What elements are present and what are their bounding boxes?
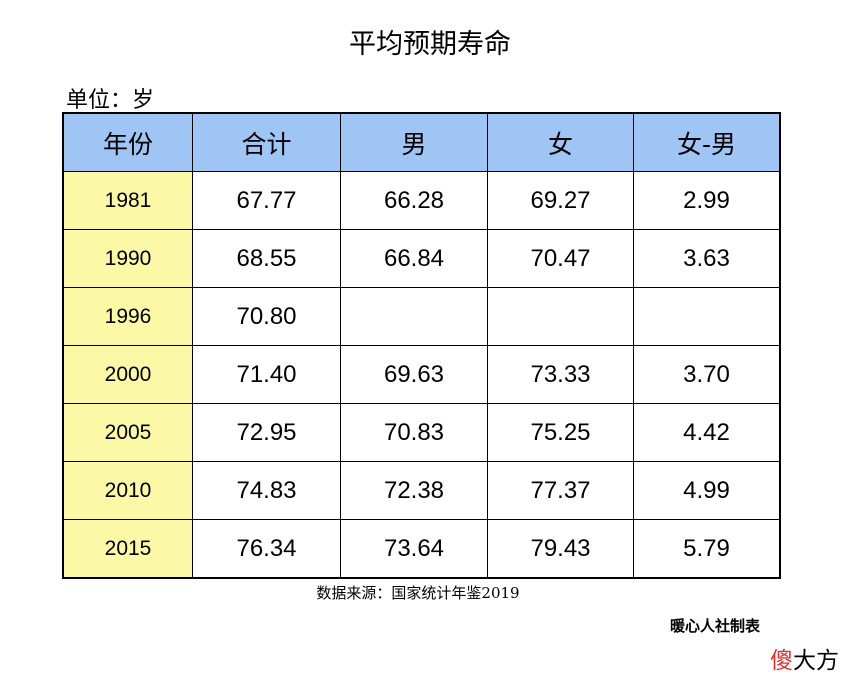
column-header: 女-男 — [633, 112, 781, 172]
value-cell: 79.43 — [487, 519, 634, 579]
value-cell: 4.42 — [633, 403, 781, 462]
value-cell: 69.27 — [487, 171, 634, 230]
column-header: 女 — [487, 112, 634, 172]
value-cell: 71.40 — [192, 345, 341, 404]
value-cell: 2.99 — [633, 171, 781, 230]
value-cell: 66.28 — [340, 171, 488, 230]
table-row: 2015 76.34 73.64 79.43 5.79 — [62, 519, 781, 579]
source-note: 数据来源：国家统计年鉴2019 — [316, 584, 520, 602]
watermark: 傻大方 — [770, 641, 839, 675]
value-cell: 73.64 — [340, 519, 488, 579]
table-row: 1996 70.80 — [62, 287, 781, 346]
column-header: 合计 — [192, 112, 341, 172]
year-cell: 1996 — [62, 287, 193, 346]
credit: 暖心人社制表 — [670, 617, 761, 635]
value-cell: 5.79 — [633, 519, 781, 579]
year-cell: 2010 — [62, 461, 193, 520]
value-cell: 67.77 — [192, 171, 341, 230]
year-cell: 2005 — [62, 403, 193, 462]
title: 平均预期寿命 — [349, 29, 511, 60]
value-cell — [487, 287, 634, 346]
value-cell: 72.95 — [192, 403, 341, 462]
value-cell: 76.34 — [192, 519, 341, 579]
value-cell: 69.63 — [340, 345, 488, 404]
value-cell: 70.83 — [340, 403, 488, 462]
value-cell: 68.55 — [192, 229, 341, 288]
table-row: 2005 72.95 70.83 75.25 4.42 — [62, 403, 781, 462]
value-cell: 3.70 — [633, 345, 781, 404]
value-cell: 70.80 — [192, 287, 341, 346]
year-cell: 1990 — [62, 229, 193, 288]
year-cell: 1981 — [62, 171, 193, 230]
table-row: 2010 74.83 72.38 77.37 4.99 — [62, 461, 781, 520]
value-cell: 74.83 — [192, 461, 341, 520]
watermark-part: 大方 — [793, 648, 839, 674]
column-header: 男 — [340, 112, 488, 172]
watermark-part: 傻 — [770, 648, 793, 674]
unit-label: 单位：岁 — [66, 88, 155, 113]
value-cell: 66.84 — [340, 229, 488, 288]
table: 年份 合计男女女-男 1981 67.77 66.28 69.27 2.99 1990 68.5… — [62, 112, 781, 579]
table-body: 1981 67.77 66.28 69.27 2.99 1990 68.55 66.84 70.… — [62, 171, 781, 579]
year-cell: 2015 — [62, 519, 193, 579]
header-row: 年份 合计男女女-男 — [62, 112, 781, 172]
value-cell: 73.33 — [487, 345, 634, 404]
value-cell — [633, 287, 781, 346]
value-cell: 75.25 — [487, 403, 634, 462]
value-cell: 4.99 — [633, 461, 781, 520]
table-row: 2000 71.40 69.63 73.33 3.70 — [62, 345, 781, 404]
value-cell: 72.38 — [340, 461, 488, 520]
value-cell: 70.47 — [487, 229, 634, 288]
value-cell: 77.37 — [487, 461, 634, 520]
table-row: 1990 68.55 66.84 70.47 3.63 — [62, 229, 781, 288]
table-row: 1981 67.77 66.28 69.27 2.99 — [62, 171, 781, 230]
year-cell: 2000 — [62, 345, 193, 404]
value-cell — [340, 287, 488, 346]
column-header: 年份 — [62, 112, 193, 172]
value-cell: 3.63 — [633, 229, 781, 288]
